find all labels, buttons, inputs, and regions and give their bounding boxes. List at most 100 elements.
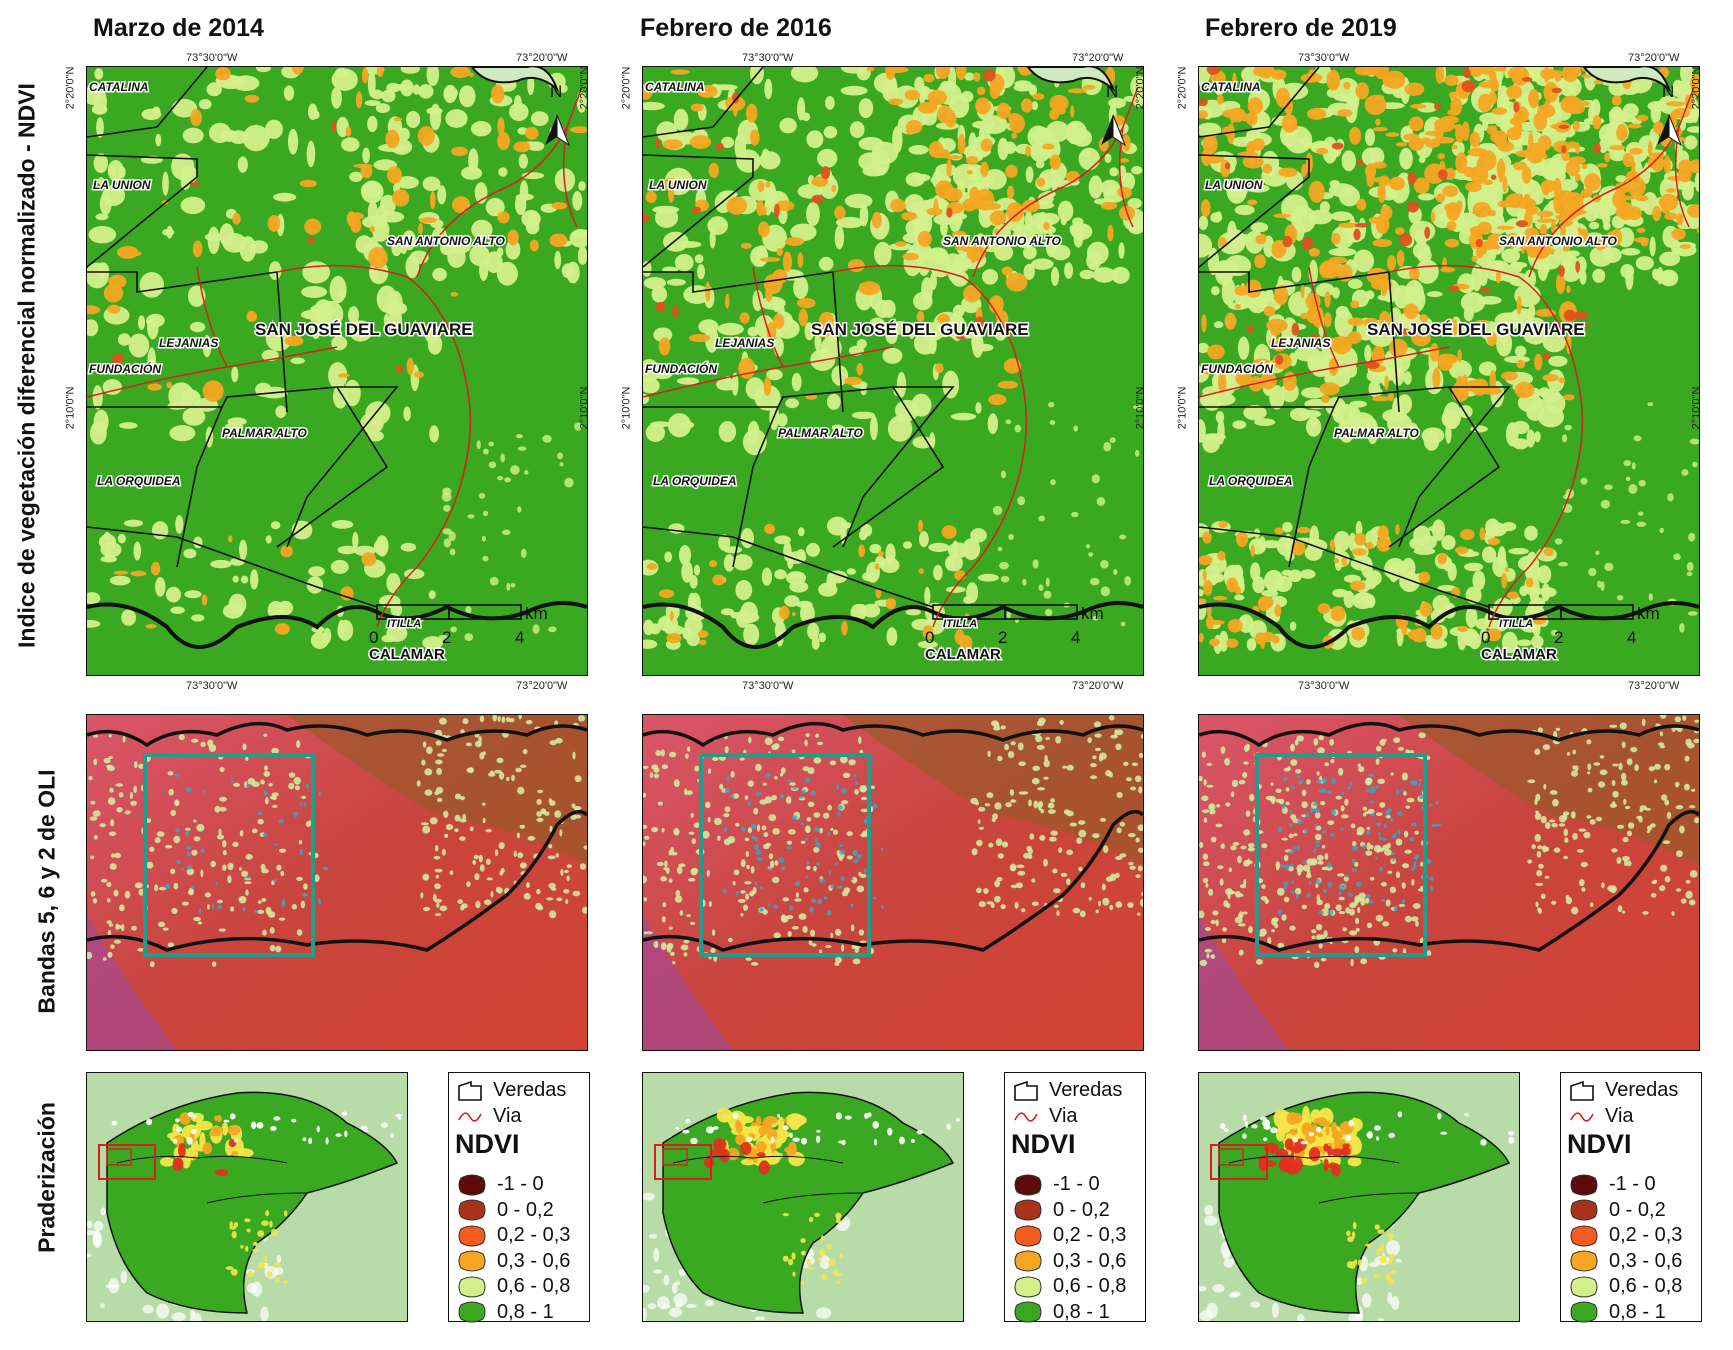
place-lejanias: LEJANIAS xyxy=(715,336,774,350)
place-palmar-alto: PALMAR ALTO xyxy=(1334,426,1420,440)
legend-class-label: 0,8 - 1 xyxy=(497,1300,554,1323)
coord-lat-mid-left: 2°10'0"N xyxy=(620,386,633,430)
place-itilla: ITILLA xyxy=(1499,618,1533,630)
coord-lat-mid-left: 2°10'0"N xyxy=(64,386,77,430)
ndvi-map-2014: 0 2 4 km N CATALINA LA UNION SAN ANTONIO ALTO L… xyxy=(86,66,588,676)
via-icon xyxy=(1014,1111,1038,1122)
coord-lon-right-bottom: 73°20'0"W xyxy=(1628,680,1680,692)
place-palmar-alto: PALMAR ALTO xyxy=(778,426,864,440)
coord-lon-left-top: 73°30'0"W xyxy=(186,52,238,64)
place-san-jose: SAN JOSÉ DEL GUAVIARE xyxy=(1367,320,1585,339)
legend-class-label: -1 - 0 xyxy=(497,1173,544,1195)
legend-class-label: 0 - 0,2 xyxy=(1609,1198,1666,1221)
false-color-map-2019 xyxy=(1198,714,1700,1051)
row-label-ndvi: Indice de vegetación diferencial normali… xyxy=(13,83,40,648)
coord-lon-right-top: 73°20'0"W xyxy=(1628,52,1680,64)
ndvi-swatch-icon xyxy=(458,1301,486,1323)
place-palmar-alto: PALMAR ALTO xyxy=(222,426,308,440)
north-label: N xyxy=(1662,82,1674,101)
legend-class-label: 0,6 - 0,8 xyxy=(1053,1275,1127,1297)
column-title-2016: Febrero de 2016 xyxy=(640,14,832,42)
ndvi-swatch-icon xyxy=(1570,1276,1598,1297)
coord-lon-left-top: 73°30'0"W xyxy=(742,52,794,64)
ndvi-swatch-icon xyxy=(1570,1301,1598,1323)
ndvi-swatch-icon xyxy=(1570,1174,1598,1195)
legend-veredas: Veredas xyxy=(1049,1079,1123,1101)
veredas-icon xyxy=(1570,1080,1594,1101)
coord-lat-top-right: 2°20'0"N xyxy=(1134,66,1147,110)
coord-lon-right-bottom: 73°20'0"W xyxy=(516,680,568,692)
coord-lat-mid-right: 2°10'0"N xyxy=(1690,386,1703,430)
scale-tick-4: 4 xyxy=(1627,628,1636,647)
ndvi-swatch-icon xyxy=(1570,1250,1598,1272)
ndvi-swatch-icon xyxy=(458,1276,486,1297)
place-fundacion: FUNDACIÓN xyxy=(1201,361,1273,376)
coord-lat-mid-right: 2°10'0"N xyxy=(1134,386,1147,430)
scale-tick-2: 2 xyxy=(998,628,1007,647)
legend-class-label: -1 - 0 xyxy=(1609,1173,1656,1195)
place-calamar: CALAMAR xyxy=(1481,646,1557,663)
ndvi-swatch-icon xyxy=(1014,1301,1042,1323)
praderizacion-map-2019 xyxy=(1198,1072,1520,1322)
row-label-bands: Bandas 5, 6 y 2 de OLI xyxy=(33,769,60,1014)
coord-lon-right-top: 73°20'0"W xyxy=(1072,52,1124,64)
coord-lat-mid-right: 2°10'0"N xyxy=(578,386,591,430)
column-title-2019: Febrero de 2019 xyxy=(1205,14,1397,42)
north-arrow-icon xyxy=(1101,114,1127,147)
place-la-union: LA UNION xyxy=(93,178,151,192)
coord-lon-right-top: 73°20'0"W xyxy=(516,52,568,64)
place-san-jose: SAN JOSÉ DEL GUAVIARE xyxy=(811,320,1029,339)
veredas-icon xyxy=(1014,1080,1038,1101)
coord-lat-top-left: 2°20'0"N xyxy=(620,66,633,110)
ndvi-swatch-icon xyxy=(1014,1276,1042,1297)
coord-lat-top-right: 2°20'0"N xyxy=(578,66,591,110)
coord-lon-left-bottom: 73°30'0"W xyxy=(186,680,238,692)
legend-class-label: 0,6 - 0,8 xyxy=(497,1275,571,1297)
ndvi-swatch-icon xyxy=(1570,1225,1598,1246)
legend-title: NDVI xyxy=(1011,1129,1076,1159)
place-catalina: CATALINA xyxy=(89,80,149,94)
legend-class-label: 0,2 - 0,3 xyxy=(1609,1224,1683,1246)
place-san-antonio-alto: SAN ANTONIO ALTO xyxy=(943,234,1061,248)
legend-veredas: Veredas xyxy=(493,1079,567,1101)
place-calamar: CALAMAR xyxy=(369,646,445,663)
coord-lon-left-bottom: 73°30'0"W xyxy=(742,680,794,692)
legend-class-label: 0,2 - 0,3 xyxy=(1053,1224,1127,1246)
legend-title: NDVI xyxy=(1567,1129,1632,1159)
place-la-orquidea: LA ORQUIDEA xyxy=(1209,474,1293,488)
legend-class-label: 0,3 - 0,6 xyxy=(497,1249,571,1272)
legend-class-label: 0 - 0,2 xyxy=(497,1198,554,1221)
legend-class-label: 0,3 - 0,6 xyxy=(1609,1249,1683,1272)
legend-class-label: 0 - 0,2 xyxy=(1053,1198,1110,1221)
place-fundacion: FUNDACIÓN xyxy=(89,361,161,376)
legend-via: Via xyxy=(493,1105,522,1127)
ndvi-swatch-icon xyxy=(458,1199,486,1221)
legend-2014: Veredas Via NDVI -1 - 0 0 - 0,2 0,2 - 0,… xyxy=(448,1072,590,1323)
legend-veredas: Veredas xyxy=(1605,1079,1679,1101)
via-icon xyxy=(1570,1111,1594,1122)
scale-tick-4: 4 xyxy=(515,628,524,647)
coord-lat-top-left: 2°20'0"N xyxy=(1176,66,1189,110)
ndvi-swatch-icon xyxy=(1014,1174,1042,1195)
coord-lat-top-left: 2°20'0"N xyxy=(64,66,77,110)
column-title-2014: Marzo de 2014 xyxy=(93,14,264,42)
north-label: N xyxy=(550,82,562,101)
legend-class-label: 0,8 - 1 xyxy=(1609,1300,1666,1323)
place-lejanias: LEJANIAS xyxy=(159,336,218,350)
place-fundacion: FUNDACIÓN xyxy=(645,361,717,376)
coord-lon-left-top: 73°30'0"W xyxy=(1298,52,1350,64)
place-la-orquidea: LA ORQUIDEA xyxy=(97,474,181,488)
legend-class-label: 0,3 - 0,6 xyxy=(1053,1249,1127,1272)
scale-unit: km xyxy=(1081,604,1104,623)
place-itilla: ITILLA xyxy=(943,618,977,630)
coord-lon-left-bottom: 73°30'0"W xyxy=(1298,680,1350,692)
coord-lat-mid-left: 2°10'0"N xyxy=(1176,386,1189,430)
ndvi-swatch-icon xyxy=(458,1250,486,1272)
place-san-jose: SAN JOSÉ DEL GUAVIARE xyxy=(255,320,473,339)
scale-tick-0: 0 xyxy=(369,628,378,647)
ndvi-swatch-icon xyxy=(458,1174,486,1195)
legend-class-label: -1 - 0 xyxy=(1053,1173,1100,1195)
legend-class-label: 0,8 - 1 xyxy=(1053,1300,1110,1323)
legend-2019: Veredas Via NDVI -1 - 0 0 - 0,2 0,2 - 0,… xyxy=(1560,1072,1702,1323)
ndvi-swatch-icon xyxy=(1014,1250,1042,1272)
